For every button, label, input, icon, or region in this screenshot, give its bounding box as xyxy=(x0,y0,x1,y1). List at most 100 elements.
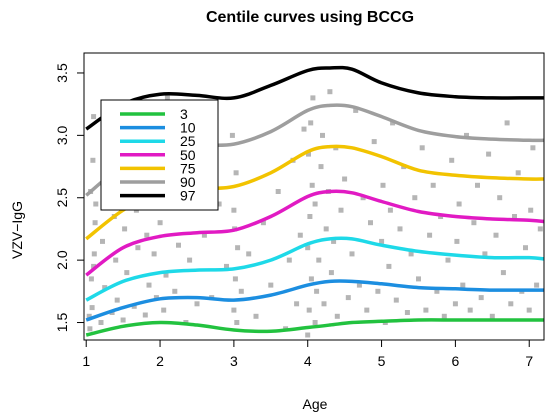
scatter-point-54 xyxy=(224,263,229,269)
scatter-point-79 xyxy=(307,214,313,219)
scatter-point-73 xyxy=(297,232,303,238)
scatter-point-152 xyxy=(526,307,532,313)
scatter-point-120 xyxy=(412,195,418,201)
scatter-point-45 xyxy=(176,242,181,248)
scatter-point-84 xyxy=(312,320,318,325)
centile-line-3 xyxy=(85,318,544,337)
scatter-point-125 xyxy=(430,182,436,188)
scatter-point-141 xyxy=(486,151,492,157)
scatter-point-156 xyxy=(537,226,543,232)
scatter-point-26 xyxy=(131,303,137,309)
scatter-point-155 xyxy=(534,282,540,288)
scatter-point-116 xyxy=(397,226,403,232)
scatter-point-142 xyxy=(489,313,495,319)
scatter-point-148 xyxy=(512,214,517,219)
scatter-point-133 xyxy=(456,201,462,207)
y-tick-label-1.5: 1.5 xyxy=(54,313,70,333)
legend-label-25: 25 xyxy=(180,133,196,149)
scatter-point-20 xyxy=(114,297,120,303)
y-tick-label-2.0: 2.0 xyxy=(54,250,70,270)
scatter-point-44 xyxy=(172,288,178,294)
scatter-point-60 xyxy=(229,132,235,138)
scatter-point-137 xyxy=(471,220,477,226)
scatter-point-31 xyxy=(146,282,152,288)
x-tick-label-1: 1 xyxy=(82,353,90,369)
scatter-point-135 xyxy=(464,132,469,138)
legend-label-10: 10 xyxy=(180,120,196,136)
scatter-point-36 xyxy=(157,220,163,226)
scatter-point-146 xyxy=(504,120,510,126)
scatter-point-77 xyxy=(308,276,314,282)
x-axis-label: Age xyxy=(303,396,328,412)
scatter-point-78 xyxy=(305,245,311,251)
scatter-point-112 xyxy=(386,263,392,269)
legend-label-50: 50 xyxy=(180,147,196,163)
y-tick-label-2.5: 2.5 xyxy=(54,188,70,208)
scatter-point-2 xyxy=(91,263,97,269)
scatter-point-11 xyxy=(98,320,104,325)
scatter-point-30 xyxy=(142,312,148,318)
scatter-point-134 xyxy=(460,282,466,288)
scatter-point-21 xyxy=(120,317,126,323)
scatter-point-126 xyxy=(434,288,440,294)
scatter-point-41 xyxy=(163,272,169,278)
scatter-point-101 xyxy=(349,251,355,257)
x-axis: 1 2 3 4 5 6 7 xyxy=(82,339,533,369)
scatter-point-130 xyxy=(449,157,455,163)
x-tick-label-3: 3 xyxy=(230,353,238,369)
scatter-point-95 xyxy=(331,238,337,244)
scatter-point-65 xyxy=(253,313,259,319)
scatter-point-85 xyxy=(314,288,320,294)
scatter-point-128 xyxy=(441,313,447,319)
scatter-point-3 xyxy=(92,220,98,226)
scatter-point-40 xyxy=(164,95,170,101)
scatter-point-22 xyxy=(124,270,130,276)
centile-line-97 xyxy=(85,65,544,131)
y-tick-label-3.5: 3.5 xyxy=(54,63,70,83)
scatter-point-59 xyxy=(233,170,239,176)
scatter-point-7 xyxy=(88,276,94,282)
scatter-point-94 xyxy=(328,270,334,276)
y-axis-label: VZV−IgG xyxy=(9,201,25,259)
scatter-point-113 xyxy=(387,207,393,213)
scatter-point-86 xyxy=(316,257,322,263)
scatter-point-51 xyxy=(201,232,207,238)
scatter-point-139 xyxy=(478,295,484,301)
scatter-point-103 xyxy=(356,282,362,288)
scatter-point-123 xyxy=(423,307,429,313)
scatter-point-100 xyxy=(345,295,351,301)
scatter-point-75 xyxy=(305,332,311,338)
scatter-point-121 xyxy=(416,276,421,282)
centile-line-10 xyxy=(85,279,544,322)
scatter-point-88 xyxy=(318,164,324,170)
legend-label-75: 75 xyxy=(180,160,196,176)
scatter-point-132 xyxy=(454,238,460,244)
scatter-point-10 xyxy=(93,201,99,207)
scatter-point-5 xyxy=(90,157,96,163)
scatter-point-99 xyxy=(342,176,348,182)
scatter-point-13 xyxy=(100,238,105,244)
scatter-point-0 xyxy=(87,326,93,332)
scatter-point-149 xyxy=(515,170,521,176)
scatter-point-23 xyxy=(122,226,128,232)
centile-line-50 xyxy=(85,189,545,277)
scatter-point-110 xyxy=(380,182,386,188)
scatter-point-104 xyxy=(360,195,366,201)
scatter-point-107 xyxy=(371,139,377,145)
scatter-point-70 xyxy=(286,257,292,263)
scatter-point-143 xyxy=(493,232,499,238)
scatter-point-63 xyxy=(238,288,244,294)
scatter-point-58 xyxy=(231,207,237,213)
x-tick-label-2: 2 xyxy=(156,353,164,369)
legend-label-3: 3 xyxy=(180,106,188,122)
centile-line-25 xyxy=(85,236,545,302)
scatter-point-72 xyxy=(294,301,300,307)
scatter-point-12 xyxy=(102,285,108,291)
scatter-point-82 xyxy=(308,120,314,126)
scatter-point-80 xyxy=(309,182,315,188)
scatter-point-102 xyxy=(353,107,359,113)
scatter-point-154 xyxy=(530,145,536,151)
scatter-point-87 xyxy=(312,201,318,207)
scatter-point-124 xyxy=(427,232,433,238)
